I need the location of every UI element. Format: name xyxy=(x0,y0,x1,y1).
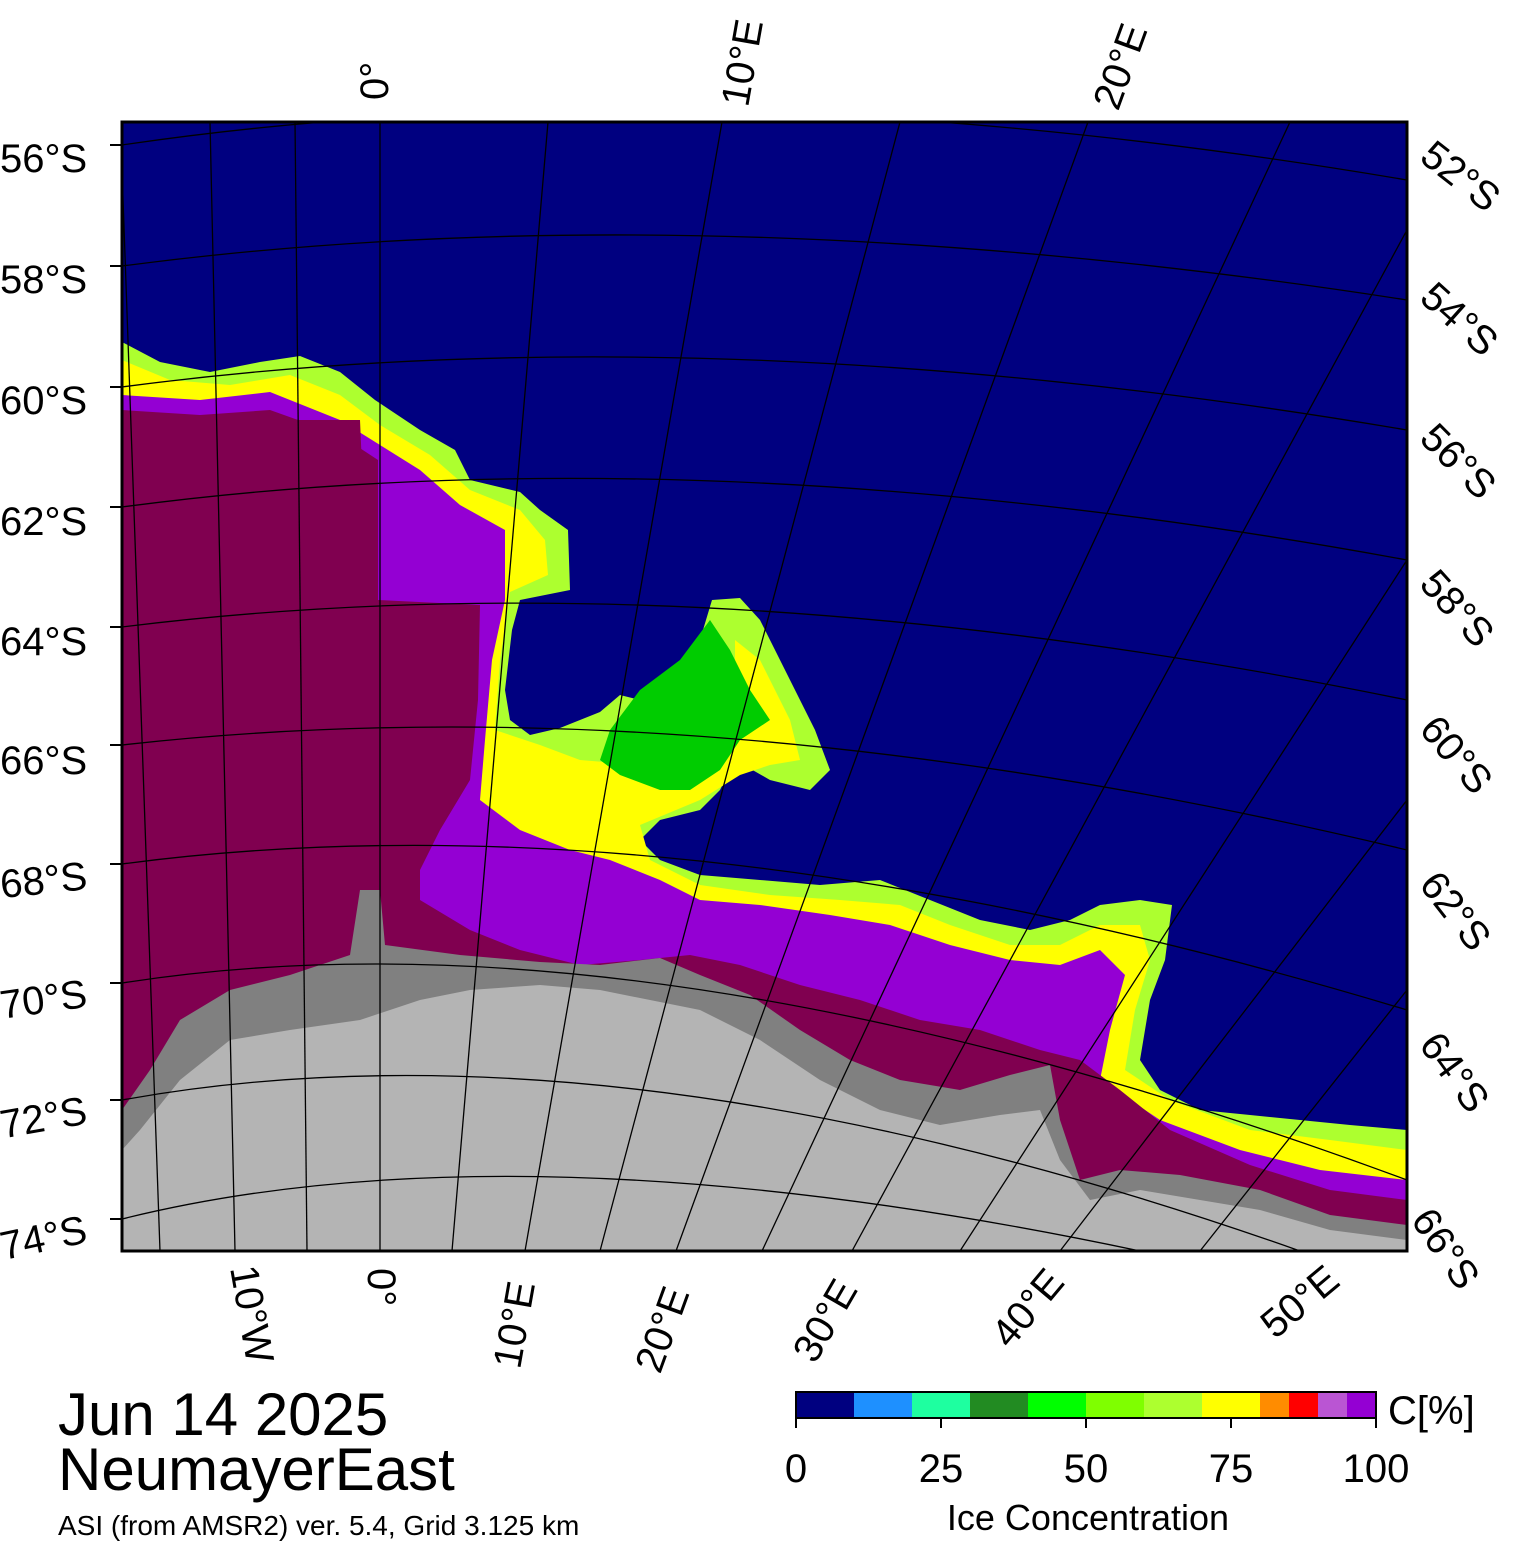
parallel-60s xyxy=(122,356,1407,431)
meridian-15e xyxy=(599,122,901,1251)
colorbar xyxy=(795,1391,1377,1428)
parallel-66s xyxy=(122,726,1407,851)
lat-label-right-54s: 54°S xyxy=(1412,274,1506,365)
parallel-68s xyxy=(122,844,1407,1011)
lon-label-bottom-20e: 20°E xyxy=(627,1281,698,1378)
meridian-20w xyxy=(122,169,161,1251)
lat-label-right-62s: 62°S xyxy=(1411,863,1499,959)
sea-ice-100-west xyxy=(122,420,372,1090)
colorbar-tick-label-0: 0 xyxy=(785,1447,807,1491)
lon-label-top-20e: 20°E xyxy=(1085,18,1156,115)
lon-label-bottom-10w: 10°W xyxy=(221,1262,281,1367)
lon-label-top-10e: 10°E xyxy=(714,16,772,109)
colorbar-bin-9 xyxy=(1289,1392,1318,1418)
map-date: Jun 14 2025 xyxy=(58,1381,389,1448)
meridian-20e xyxy=(675,122,1089,1251)
parallel-56s xyxy=(122,122,1407,181)
lat-label-left-62s: 62°S xyxy=(0,500,87,544)
meridian-25e xyxy=(761,122,1291,1251)
colorbar-bin-3 xyxy=(970,1392,1028,1418)
lat-label-right-64s: 64°S xyxy=(1411,1024,1498,1120)
lat-label-right-60s: 60°S xyxy=(1411,708,1501,803)
lat-label-left-66s: 66°S xyxy=(0,739,87,783)
map-frame xyxy=(120,120,1409,1253)
land-ice-shelf xyxy=(122,985,1407,1251)
colorbar-tick-label-75: 75 xyxy=(1209,1447,1254,1491)
colorbar-tick-label-100: 100 xyxy=(1343,1447,1410,1491)
lat-label-right-66s: 66°S xyxy=(1403,1200,1488,1297)
parallel-74s xyxy=(122,1175,1141,1251)
lon-label-top-0: 0° xyxy=(353,62,397,100)
lon-label-bottom-30e: 30°E xyxy=(785,1272,867,1369)
colorbar-bin-2 xyxy=(912,1392,970,1418)
lat-label-right-52s: 52°S xyxy=(1412,132,1508,220)
meridian-5e xyxy=(451,122,549,1251)
colorbar-bin-8 xyxy=(1260,1392,1289,1418)
lat-label-right-56s: 56°S xyxy=(1412,415,1505,508)
colorbar-bin-6 xyxy=(1144,1392,1202,1418)
colorbar-title: Ice Concentration xyxy=(947,1497,1229,1538)
colorbar-bin-0 xyxy=(796,1392,854,1418)
parallel-70s xyxy=(122,963,1407,1181)
colorbar-tick-label-25: 25 xyxy=(919,1447,964,1491)
lat-label-left-58s: 58°S xyxy=(0,258,87,302)
lon-label-bottom-40e: 40°E xyxy=(983,1261,1073,1356)
left-ticks xyxy=(110,144,122,1220)
lat-label-left-56s: 56°S xyxy=(0,137,87,181)
colorbar-bin-11 xyxy=(1347,1392,1376,1418)
lat-label-left-64s: 64°S xyxy=(0,620,87,664)
colorbar-bin-1 xyxy=(854,1392,912,1418)
lat-label-left-72s: 72°S xyxy=(0,1089,90,1147)
map-data-source: ASI (from AMSR2) ver. 5.4, Grid 3.125 km xyxy=(58,1510,580,1541)
colorbar-bin-5 xyxy=(1086,1392,1144,1418)
colorbar-unit-label: C[%] xyxy=(1388,1389,1475,1433)
map-area xyxy=(122,122,1407,1251)
lat-label-left-68s: 68°S xyxy=(0,854,89,907)
lon-label-bottom-10e: 10°E xyxy=(486,1278,544,1371)
colorbar-bin-7 xyxy=(1202,1392,1260,1418)
lon-label-bottom-0: 0° xyxy=(359,1268,403,1306)
meridian-35e xyxy=(959,559,1407,1251)
colorbar-bin-10 xyxy=(1318,1392,1347,1418)
meridian-30e xyxy=(851,229,1407,1251)
meridian-5w xyxy=(294,122,308,1251)
lon-label-bottom-50e: 50°E xyxy=(1253,1257,1348,1347)
meridian-40e xyxy=(1059,799,1407,1251)
map-region-name: NeumayerEast xyxy=(58,1436,455,1503)
parallel-62s xyxy=(122,477,1407,561)
lat-label-left-70s: 70°S xyxy=(0,972,90,1028)
meridian-10e xyxy=(524,122,723,1251)
parallel-72s xyxy=(122,1074,1301,1251)
colorbar-bin-4 xyxy=(1028,1392,1086,1418)
meridian-45e xyxy=(1199,989,1407,1251)
parallel-64s xyxy=(122,602,1407,701)
lat-label-left-60s: 60°S xyxy=(0,379,87,423)
colorbar-tick-label-50: 50 xyxy=(1064,1447,1109,1491)
meridian-10w xyxy=(209,122,236,1251)
sea-ice-green-patch xyxy=(600,620,770,790)
longitude-lines xyxy=(122,122,1407,1251)
lat-label-left-74s: 74°S xyxy=(0,1208,91,1269)
lat-label-right-58s: 58°S xyxy=(1411,562,1502,656)
